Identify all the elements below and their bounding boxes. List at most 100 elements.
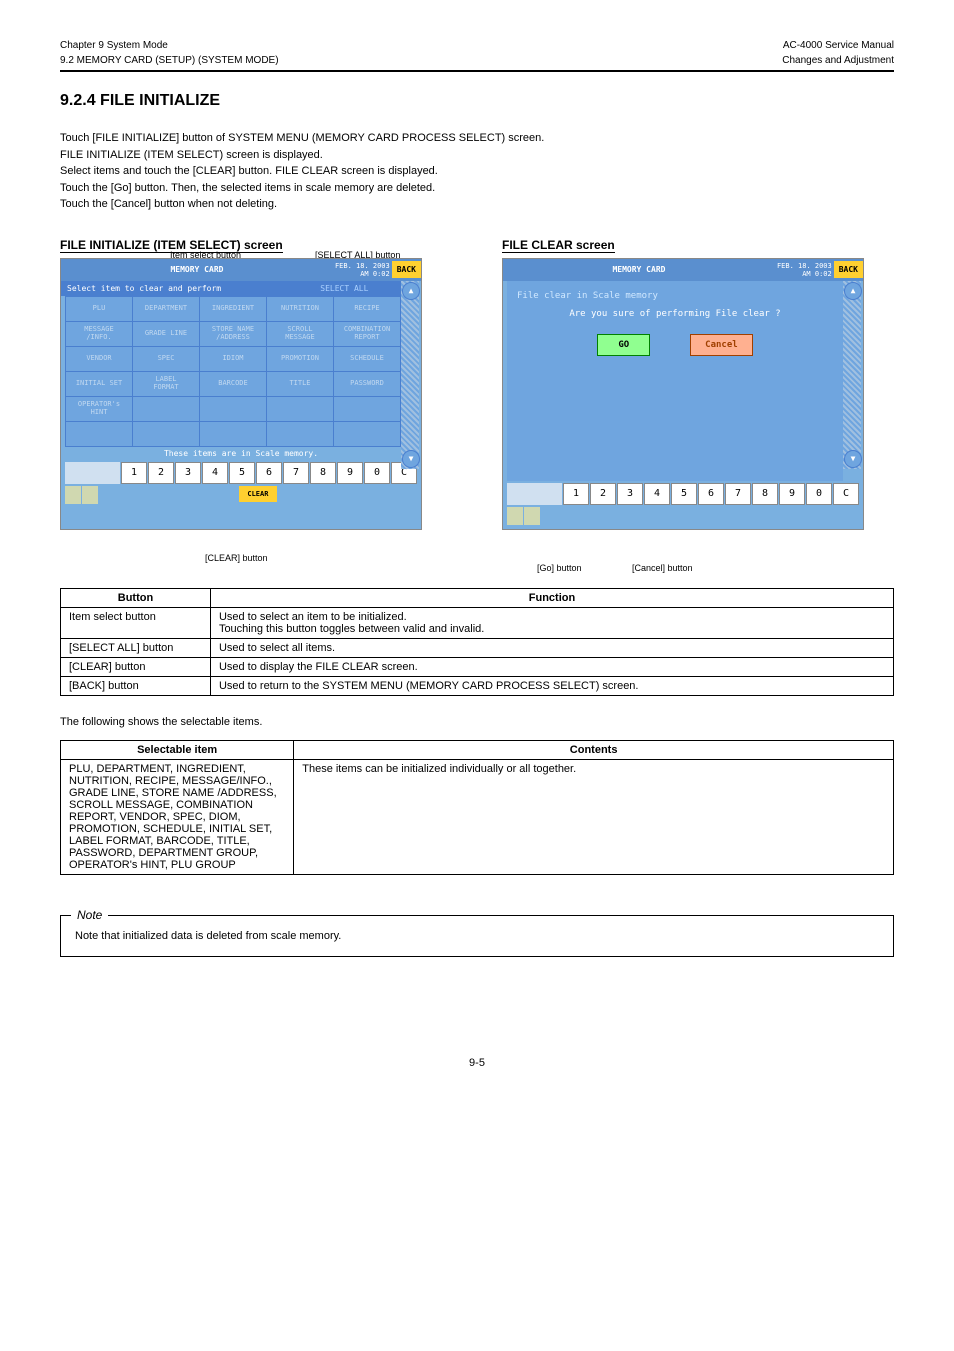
table-cell: [BACK] button xyxy=(61,676,211,695)
numkey-1[interactable]: 1 xyxy=(563,483,589,505)
sim-main-b: File clear in Scale memory Are you sure … xyxy=(507,281,843,481)
spacer xyxy=(541,507,859,525)
spacer xyxy=(65,486,81,504)
item-select-button[interactable]: GRADE LINE xyxy=(133,322,199,346)
item-select-button[interactable]: STORE NAME /ADDRESS xyxy=(200,322,266,346)
sim-bottom-row: CLEAR xyxy=(65,486,417,504)
header-rule: Chapter 9 System Mode AC-4000 Service Ma… xyxy=(60,40,894,72)
item-select-button[interactable]: RECIPE xyxy=(334,297,400,321)
numkey-9[interactable]: 9 xyxy=(337,462,363,484)
numkey-5[interactable]: 5 xyxy=(671,483,697,505)
item-select-button[interactable]: INGREDIENT xyxy=(200,297,266,321)
scroll-down-icon[interactable]: ▼ xyxy=(402,450,420,468)
item-select-button[interactable]: SCROLL MESSAGE xyxy=(267,322,333,346)
item-select-button[interactable]: NUTRITION xyxy=(267,297,333,321)
item-select-button[interactable]: INITIAL SET xyxy=(66,372,132,396)
numkey-2[interactable]: 2 xyxy=(590,483,616,505)
table-head-item: Selectable item xyxy=(61,740,294,759)
item-select-button[interactable]: PLU xyxy=(66,297,132,321)
back-button[interactable]: BACK xyxy=(392,261,421,278)
spacer xyxy=(82,486,98,504)
item-select-button[interactable]: MESSAGE /INFO. xyxy=(66,322,132,346)
item-select-button xyxy=(200,397,266,421)
item-select-button[interactable]: BARCODE xyxy=(200,372,266,396)
item-select-button[interactable]: TITLE xyxy=(267,372,333,396)
callout-clear: [CLEAR] button xyxy=(205,553,268,563)
header-left-top: Chapter 9 System Mode xyxy=(60,40,168,51)
item-select-button[interactable]: COMBINATION REPORT xyxy=(334,322,400,346)
numkey-4[interactable]: 4 xyxy=(202,462,228,484)
item-select-button[interactable]: IDIOM xyxy=(200,347,266,371)
item-select-button[interactable]: SPEC xyxy=(133,347,199,371)
scrollbar[interactable]: ▲ ▼ xyxy=(401,281,419,469)
table-cell: PLU, DEPARTMENT, INGREDIENT, NUTRITION, … xyxy=(61,759,294,874)
sim-titlebar-a: MEMORY CARD FEB. 18. 2003 AM 0:02 BACK xyxy=(61,259,421,281)
go-button[interactable]: GO xyxy=(597,334,650,356)
item-select-button[interactable]: LABEL FORMAT xyxy=(133,372,199,396)
item-select-button xyxy=(267,422,333,446)
numkey-3[interactable]: 3 xyxy=(617,483,643,505)
numkey-8[interactable]: 8 xyxy=(752,483,778,505)
table-cell: Used to select all items. xyxy=(210,638,893,657)
item-select-button[interactable]: OPERATOR's HINT xyxy=(66,397,132,421)
scroll-up-icon[interactable]: ▲ xyxy=(844,282,862,300)
numkey-4[interactable]: 4 xyxy=(644,483,670,505)
sim-screen-b: MEMORY CARD FEB. 18. 2003 AM 0:02 BACK F… xyxy=(502,258,864,530)
item-grid: PLUDEPARTMENTINGREDIENTNUTRITIONRECIPE ME… xyxy=(65,296,401,447)
numkey-2[interactable]: 2 xyxy=(148,462,174,484)
page-number: 9-5 xyxy=(60,1057,894,1069)
sim-screen-a: MEMORY CARD FEB. 18. 2003 AM 0:02 BACK S… xyxy=(60,258,422,530)
instruction-line: FILE INITIALIZE (ITEM SELECT) screen is … xyxy=(60,147,894,164)
clear-button[interactable]: CLEAR xyxy=(239,486,277,502)
sim-title-a: MEMORY CARD xyxy=(61,265,333,274)
table-buttons: Button Function Item select buttonUsed t… xyxy=(60,588,894,696)
header-row2: 9.2 MEMORY CARD (SETUP) (SYSTEM MODE) Ch… xyxy=(60,55,894,70)
item-select-button[interactable]: PASSWORD xyxy=(334,372,400,396)
table-cell: Item select button xyxy=(61,607,211,638)
numkey-5[interactable]: 5 xyxy=(229,462,255,484)
table-cell: [CLEAR] button xyxy=(61,657,211,676)
sim-subhead-a: Select item to clear and perform xyxy=(61,281,288,296)
numkey-7[interactable]: 7 xyxy=(283,462,309,484)
screenshots-row: FILE INITIALIZE (ITEM SELECT) screen Ite… xyxy=(60,238,894,538)
sim-title-b: MEMORY CARD xyxy=(503,265,775,274)
numkey-9[interactable]: 9 xyxy=(779,483,805,505)
callout-cancel: [Cancel] button xyxy=(632,563,693,573)
item-select-button[interactable]: PROMOTION xyxy=(267,347,333,371)
scroll-down-icon[interactable]: ▼ xyxy=(844,450,862,468)
numkey-8[interactable]: 8 xyxy=(310,462,336,484)
numkey-3[interactable]: 3 xyxy=(175,462,201,484)
select-all-button[interactable]: SELECT ALL xyxy=(288,281,401,296)
sim-date-a: FEB. 18. 2003 AM 0:02 xyxy=(333,262,392,278)
header-right-top: AC-4000 Service Manual xyxy=(783,40,894,51)
numkey-0[interactable]: 0 xyxy=(364,462,390,484)
header-right-bottom: Changes and Adjustment xyxy=(782,55,894,66)
numkey-0[interactable]: 0 xyxy=(806,483,832,505)
table-head-contents: Contents xyxy=(294,740,894,759)
screenshot-b-column: FILE CLEAR screen [Go] button [Cancel] b… xyxy=(502,238,894,538)
numpad: 1234567890C xyxy=(507,483,859,505)
section-text: FILE INITIALIZE xyxy=(100,92,220,109)
item-select-button[interactable]: SCHEDULE xyxy=(334,347,400,371)
scrollbar[interactable]: ▲ ▼ xyxy=(843,281,861,469)
item-select-button[interactable]: DEPARTMENT xyxy=(133,297,199,321)
item-select-button[interactable]: VENDOR xyxy=(66,347,132,371)
numkey-C[interactable]: C xyxy=(833,483,859,505)
table-head-function: Function xyxy=(210,588,893,607)
numkey-6[interactable]: 6 xyxy=(698,483,724,505)
section-number: 9.2.4 xyxy=(60,92,96,109)
numkey-7[interactable]: 7 xyxy=(725,483,751,505)
back-button[interactable]: BACK xyxy=(834,261,863,278)
instruction-line: Touch [FILE INITIALIZE] button of SYSTEM… xyxy=(60,130,894,147)
table-head-button: Button xyxy=(61,588,211,607)
item-select-button xyxy=(267,397,333,421)
screenshot-a-box: Item select button [SELECT ALL] button [… xyxy=(60,258,430,538)
table-cell: Used to select an item to be initialized… xyxy=(210,607,893,638)
note-label: Note xyxy=(71,906,108,924)
numkey-6[interactable]: 6 xyxy=(256,462,282,484)
numkey-1[interactable]: 1 xyxy=(121,462,147,484)
cancel-button[interactable]: Cancel xyxy=(690,334,753,356)
note-text: Note that initialized data is deleted fr… xyxy=(75,928,879,945)
numpad-spacer xyxy=(65,462,120,484)
scroll-up-icon[interactable]: ▲ xyxy=(402,282,420,300)
